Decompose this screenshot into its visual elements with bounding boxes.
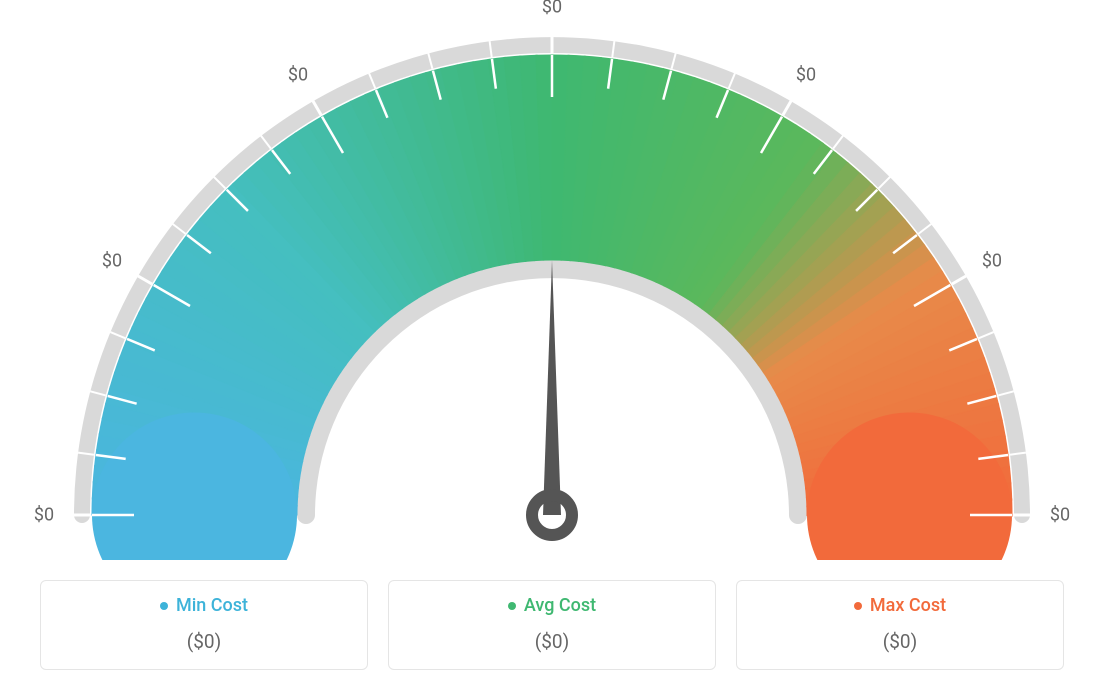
gauge-tick-label: $0 <box>34 505 54 526</box>
gauge-tick-label: $0 <box>1050 505 1070 526</box>
gauge-tick-label: $0 <box>982 251 1002 272</box>
legend-value-avg: ($0) <box>389 630 715 653</box>
chart-container: $0 $0 $0 $0 $0 $0 $0 Min Cost ($0) Avg Cost ($… <box>0 0 1104 690</box>
gauge-svg <box>0 0 1104 560</box>
legend-label-min: Min Cost <box>41 595 367 616</box>
gauge-tick-label: $0 <box>102 251 122 272</box>
gauge-chart: $0 $0 $0 $0 $0 $0 $0 <box>0 0 1104 560</box>
legend-row: Min Cost ($0) Avg Cost ($0) Max Cost ($0… <box>40 580 1064 670</box>
legend-card-max: Max Cost ($0) <box>736 580 1064 670</box>
legend-value-max: ($0) <box>737 630 1063 653</box>
legend-card-avg: Avg Cost ($0) <box>388 580 716 670</box>
legend-card-min: Min Cost ($0) <box>40 580 368 670</box>
legend-value-min: ($0) <box>41 630 367 653</box>
gauge-tick-label: $0 <box>796 65 816 86</box>
legend-label-avg: Avg Cost <box>389 595 715 616</box>
legend-label-max: Max Cost <box>737 595 1063 616</box>
gauge-tick-label: $0 <box>542 0 562 18</box>
gauge-tick-label: $0 <box>288 65 308 86</box>
